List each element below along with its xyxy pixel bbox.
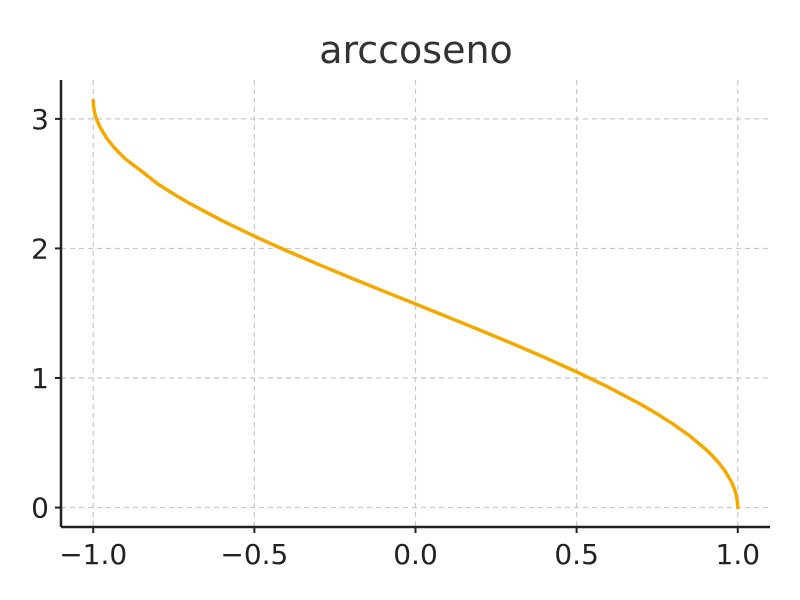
- y-tick-label: 2: [31, 232, 49, 265]
- chart-title: arccoseno: [319, 28, 513, 72]
- axis-ticks: −1.0 −0.5 0.0 0.5 1.0 0 1 2 3: [31, 103, 760, 571]
- x-tick-label: 0.5: [554, 538, 599, 571]
- x-tick-label: 1.0: [716, 538, 761, 571]
- y-tick-label: 1: [31, 362, 49, 395]
- y-tick-label: 3: [31, 103, 49, 136]
- x-tick-label: −1.0: [59, 538, 127, 571]
- series-layer: [91, 98, 740, 510]
- x-tick-label: −0.5: [220, 538, 288, 571]
- series-line: [91, 98, 740, 510]
- x-tick-label: 0.0: [393, 538, 438, 571]
- y-tick-label: 0: [31, 492, 49, 525]
- grid-lines: [61, 80, 770, 527]
